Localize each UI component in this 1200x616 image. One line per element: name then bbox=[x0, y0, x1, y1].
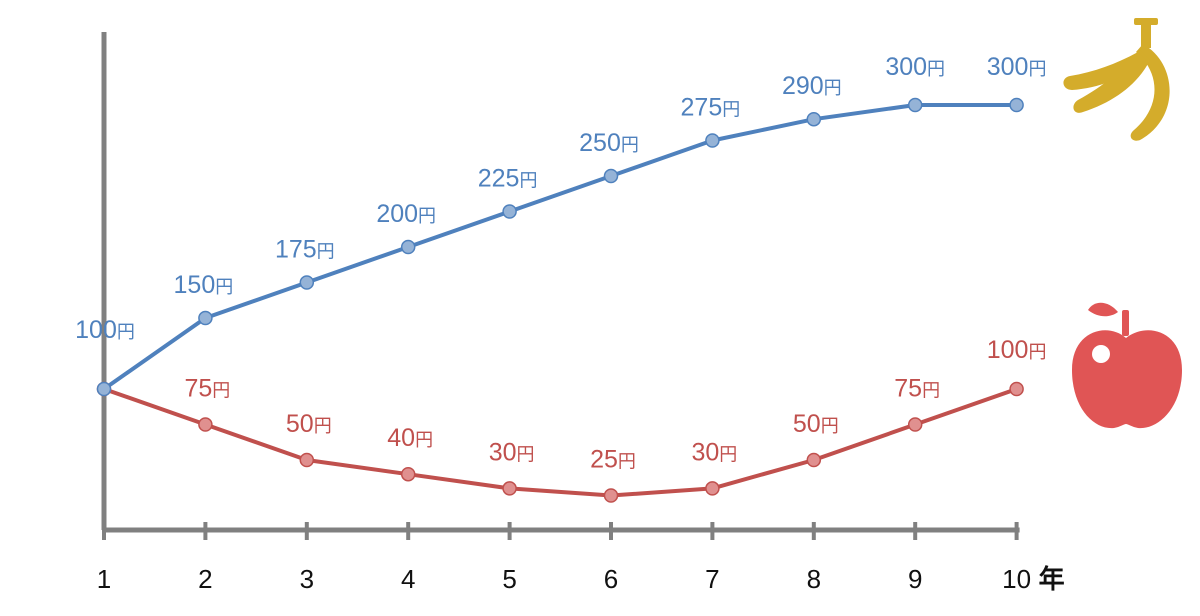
banana-point bbox=[502, 204, 517, 219]
banana-point bbox=[299, 275, 315, 290]
apple-icon bbox=[1072, 302, 1182, 429]
apple-data-label: 75円 bbox=[894, 375, 940, 403]
banana-finger-3 bbox=[1063, 52, 1146, 90]
x-tick-label: 7 bbox=[705, 564, 719, 594]
banana-data-label: 290円 bbox=[782, 72, 842, 100]
apple-body bbox=[1072, 330, 1182, 429]
banana-data-label: 225円 bbox=[478, 165, 538, 193]
apple-point bbox=[198, 417, 213, 432]
x-tick-label: 5 bbox=[502, 564, 516, 594]
x-tick-label: 2 bbox=[198, 564, 212, 594]
apple-data-label: 50円 bbox=[286, 410, 332, 438]
banana-data-label: 175円 bbox=[275, 236, 335, 264]
banana-point bbox=[603, 168, 619, 184]
banana-point bbox=[96, 381, 112, 397]
banana-point bbox=[705, 133, 720, 148]
apple-price-line bbox=[103, 387, 1018, 498]
banana-point bbox=[198, 310, 213, 326]
apple-data-label: 100円 bbox=[987, 336, 1047, 364]
banana-data-label: 150円 bbox=[174, 271, 234, 299]
banana-data-label: 300円 bbox=[885, 53, 945, 81]
x-tick-label: 3 bbox=[300, 564, 314, 594]
apple-data-label: 75円 bbox=[184, 375, 230, 403]
apple-point bbox=[1009, 381, 1024, 397]
banana-data-label: 275円 bbox=[681, 94, 741, 122]
banana-data-label: 300円 bbox=[987, 53, 1047, 81]
apple-point bbox=[299, 452, 315, 468]
apple-point bbox=[603, 488, 619, 503]
apple-point bbox=[705, 481, 720, 496]
banana-point bbox=[400, 239, 416, 255]
banana-stem bbox=[1134, 18, 1158, 25]
apple-highlight bbox=[1092, 345, 1110, 363]
x-unit-label: 年 bbox=[1039, 564, 1065, 595]
x-tick-label: 6 bbox=[604, 564, 618, 594]
banana-icon bbox=[1063, 18, 1170, 141]
apple-point bbox=[907, 417, 923, 432]
apple-data-label: 30円 bbox=[691, 438, 737, 466]
apple-leaf bbox=[1088, 302, 1118, 317]
x-tick-label: 9 bbox=[908, 564, 922, 594]
x-tick-label: 4 bbox=[401, 564, 415, 594]
banana-data-label: 100円 bbox=[75, 316, 135, 344]
banana-point bbox=[1009, 97, 1024, 113]
banana-point bbox=[907, 97, 923, 113]
apple-data-label: 40円 bbox=[387, 424, 433, 452]
banana-finger-1 bbox=[1130, 44, 1170, 141]
apple-point bbox=[400, 466, 416, 482]
x-tick-label: 10 bbox=[1002, 564, 1031, 594]
banana-data-label: 200円 bbox=[376, 200, 436, 228]
apple-data-label: 30円 bbox=[489, 438, 535, 466]
x-tick-label: 1 bbox=[97, 564, 111, 594]
banana-price-line bbox=[102, 103, 1017, 391]
apple-point bbox=[806, 452, 822, 468]
apple-data-label: 50円 bbox=[793, 410, 839, 438]
x-tick-label: 8 bbox=[807, 564, 821, 594]
apple-stem bbox=[1122, 310, 1129, 336]
banana-data-label: 250円 bbox=[579, 129, 639, 157]
axes bbox=[101, 32, 1020, 540]
apple-data-label: 25円 bbox=[590, 446, 636, 474]
x-tick-labels: 1 2 3 4 5 6 7 8 9 10 年 bbox=[97, 564, 1065, 595]
banana-stem-neck bbox=[1141, 22, 1151, 48]
data-labels: 100円 150円 175円 200円 225円 250円 275円 290円 300円 300円… bbox=[75, 53, 1046, 474]
series-lines bbox=[96, 97, 1024, 503]
apple-point bbox=[502, 481, 517, 496]
banana-point bbox=[806, 111, 822, 127]
